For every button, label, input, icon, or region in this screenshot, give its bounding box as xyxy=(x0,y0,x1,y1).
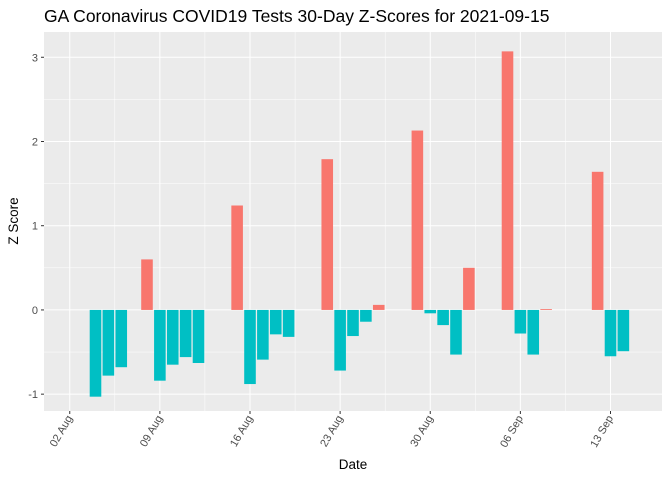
bar xyxy=(115,309,128,368)
bar xyxy=(141,259,153,310)
bar xyxy=(282,309,295,337)
bar xyxy=(321,159,334,310)
y-tick-label: -1 xyxy=(28,389,38,401)
bar xyxy=(372,304,385,310)
bar xyxy=(334,309,346,371)
bar xyxy=(89,309,102,397)
bar xyxy=(257,309,269,360)
bar xyxy=(617,309,630,352)
y-axis-title: Z Score xyxy=(6,197,21,244)
bar xyxy=(591,171,604,310)
bar xyxy=(437,309,449,326)
bar xyxy=(514,309,527,334)
bar xyxy=(450,309,462,355)
bar xyxy=(604,309,617,357)
bar xyxy=(411,130,424,310)
bar xyxy=(231,205,243,310)
bar xyxy=(501,51,514,310)
bar xyxy=(360,309,372,322)
bar xyxy=(244,309,256,385)
y-tick-label: 0 xyxy=(32,305,38,317)
y-tick-label: 3 xyxy=(32,52,38,64)
y-tick-label: 1 xyxy=(32,221,38,233)
bar xyxy=(540,309,552,310)
bar xyxy=(463,267,475,310)
bar xyxy=(154,309,166,381)
bars xyxy=(89,51,630,397)
bar xyxy=(424,309,437,314)
plot-panel xyxy=(44,32,662,411)
bar xyxy=(527,309,540,355)
bar xyxy=(192,309,205,363)
y-tick-label: 2 xyxy=(32,136,38,148)
chart-title: GA Coronavirus COVID19 Tests 30-Day Z-Sc… xyxy=(44,6,549,26)
bar xyxy=(166,309,179,365)
x-axis-title: Date xyxy=(339,457,368,472)
bar xyxy=(347,309,359,337)
bar xyxy=(102,309,115,376)
bar xyxy=(269,309,282,335)
bar xyxy=(179,309,192,358)
